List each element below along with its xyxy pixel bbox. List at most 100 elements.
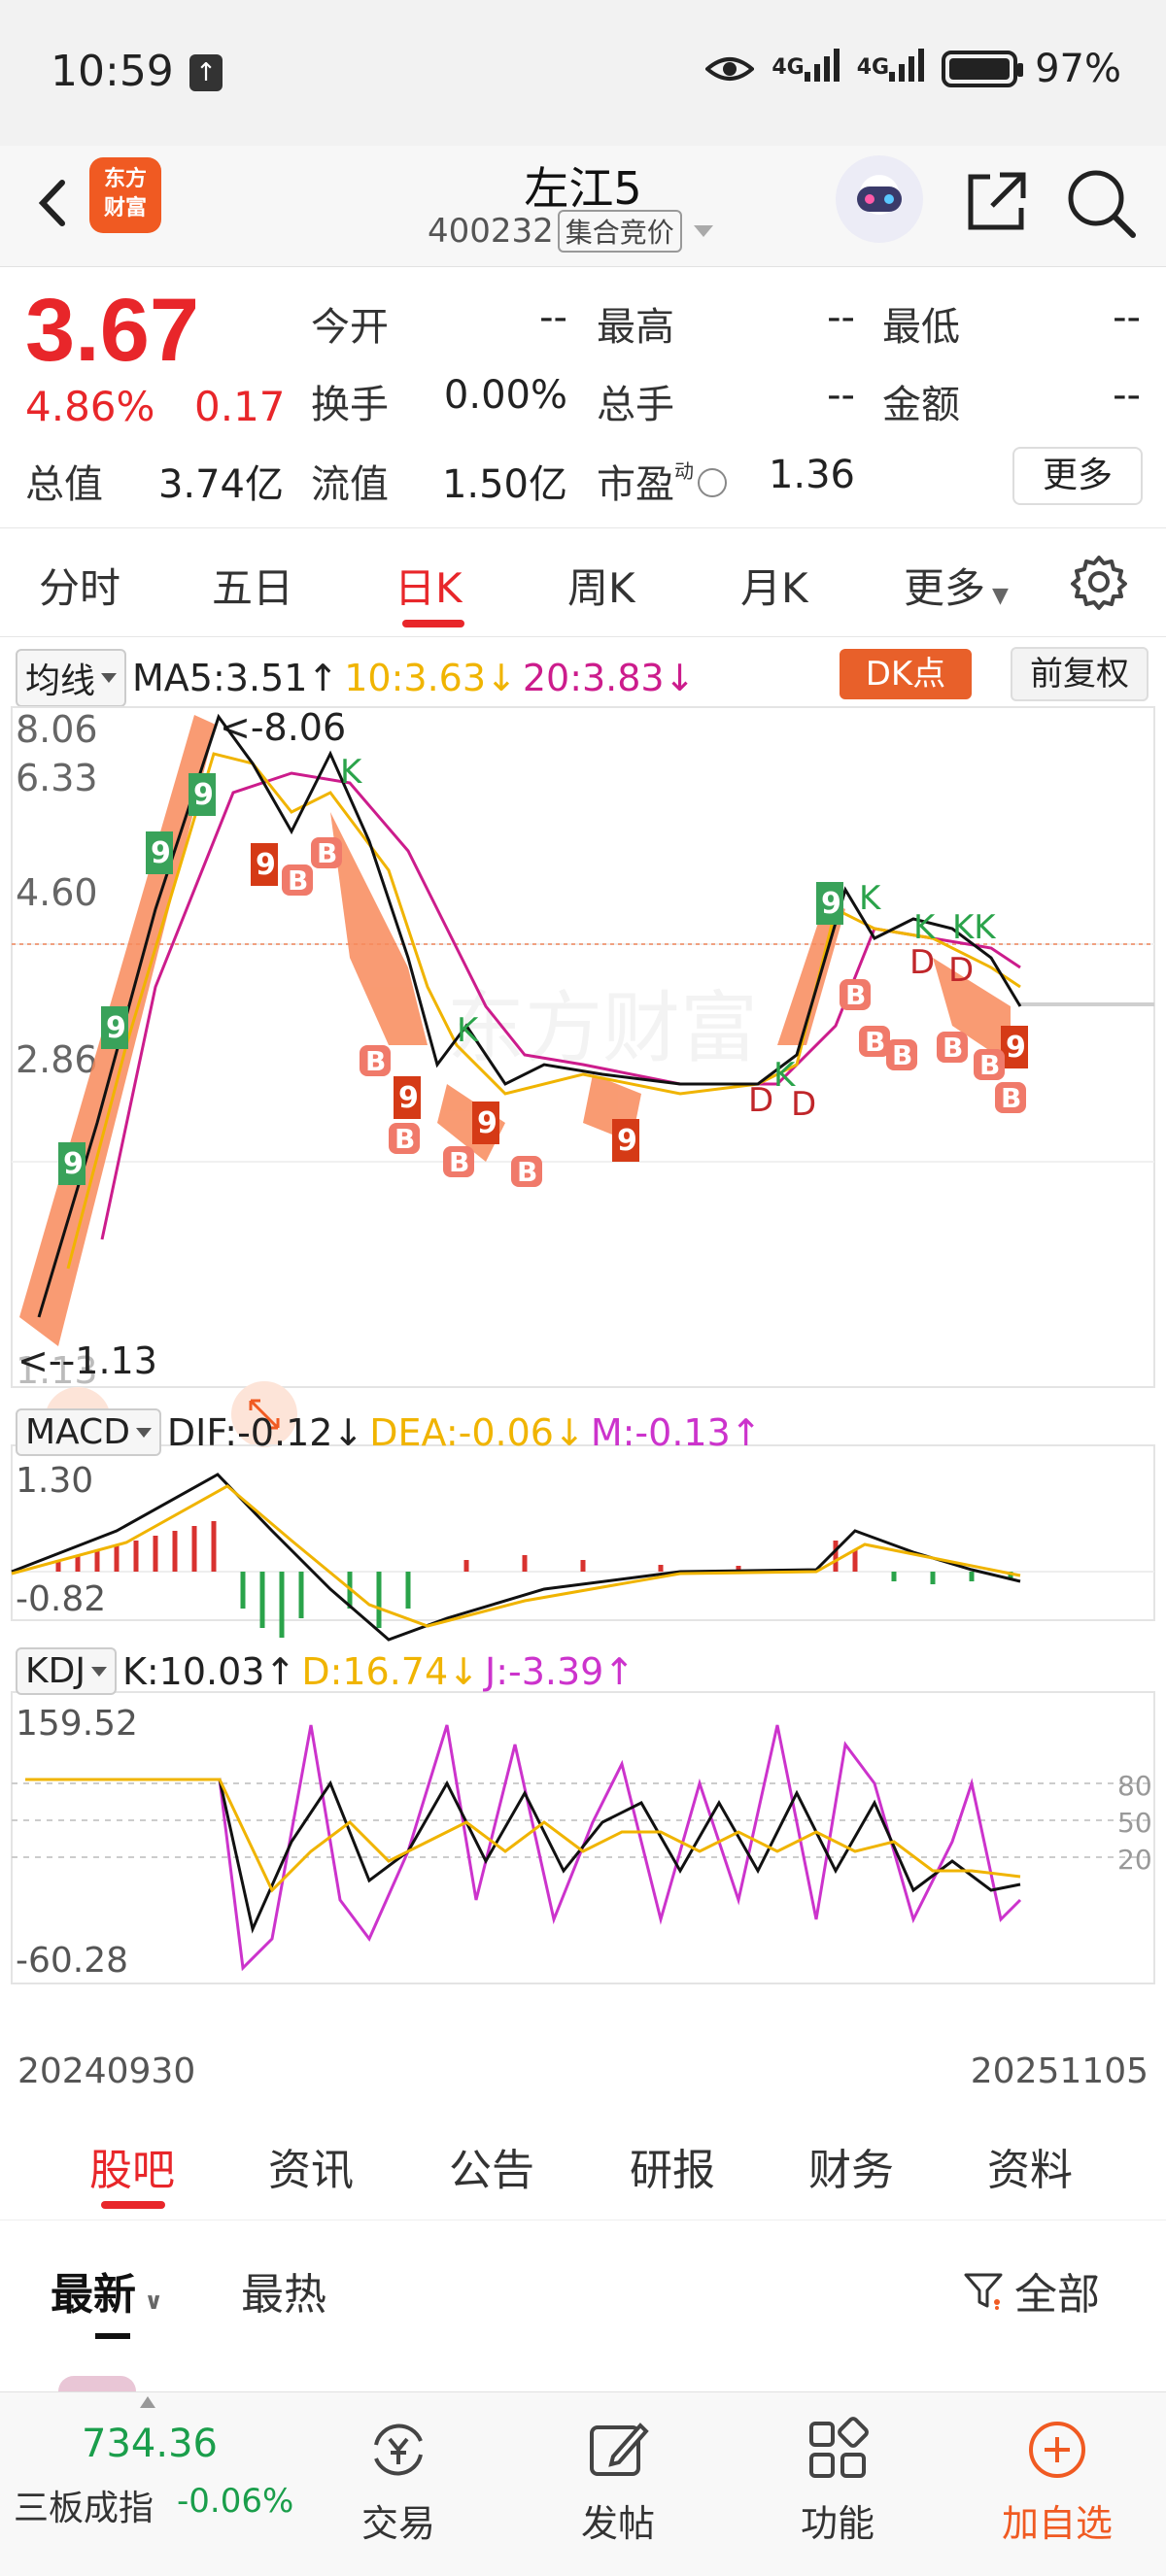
nav-functions-label: 功能 xyxy=(800,2502,874,2545)
filter-button[interactable]: 全部 xyxy=(962,2259,1100,2322)
active-tab-indicator xyxy=(402,620,464,627)
tab-finance[interactable]: 财务 xyxy=(808,2146,894,2195)
macd-y-bottom: -0.82 xyxy=(16,1579,106,1619)
tab-profile[interactable]: 资料 xyxy=(987,2146,1073,2195)
ma20-value: 20:3.83↓ xyxy=(522,657,696,699)
index-value[interactable]: 734.36 xyxy=(82,2422,218,2466)
tab-minute[interactable]: 分时 xyxy=(39,564,121,612)
y-label-1: 8.06 xyxy=(16,708,98,751)
upload-icon: ↑ xyxy=(189,54,223,91)
float-value: 1.50亿 xyxy=(441,462,567,507)
status-icons: 4G 4G 97% xyxy=(705,47,1121,91)
eye-icon xyxy=(705,57,755,81)
dk-point-button[interactable]: DK点 xyxy=(840,649,972,699)
battery-level: 97% xyxy=(1035,47,1121,91)
kdj-d-line xyxy=(25,1778,1021,1893)
stock-code-row[interactable]: 400232 集合竞价 xyxy=(428,210,713,253)
svg-text:B: B xyxy=(865,1026,885,1058)
mktcap-value: 3.74亿 xyxy=(157,462,284,507)
back-icon[interactable] xyxy=(23,169,91,237)
tab-guba[interactable]: 股吧 xyxy=(89,2146,175,2195)
svg-text:K: K xyxy=(859,879,882,918)
gear-icon[interactable] xyxy=(1069,552,1129,612)
sort-indicator xyxy=(95,2333,130,2339)
quote-panel: 3.67 4.86% 0.17 今开 -- 最高 -- 最低 -- 换手 0.0… xyxy=(0,268,1166,528)
kdj-y-bottom: -60.28 xyxy=(16,1941,128,1981)
chart-area[interactable]: 均线 MA5:3.51↑ 10:3.63↓ 20:3.83↓ DK点 前复权 东… xyxy=(0,637,1166,2104)
svg-text:D: D xyxy=(948,951,974,990)
tab-five-day[interactable]: 五日 xyxy=(212,564,294,612)
nav-post[interactable]: 发帖 xyxy=(550,2416,686,2547)
tab-announcements[interactable]: 公告 xyxy=(449,2146,534,2195)
search-icon[interactable] xyxy=(1059,161,1141,243)
nav-post-label: 发帖 xyxy=(580,2502,655,2545)
red-signal-tags: 9 9 9 9 9 xyxy=(251,843,1028,1162)
svg-text:D: D xyxy=(791,1085,816,1124)
main-chart-frame xyxy=(11,706,1155,1388)
adjust-button[interactable]: 前复权 xyxy=(1011,647,1149,701)
svg-text:B: B xyxy=(845,979,866,1011)
tab-more[interactable]: 更多 ▼ xyxy=(904,564,1009,612)
macd-y-top: 1.30 xyxy=(16,1461,93,1501)
edit-icon xyxy=(590,2423,649,2476)
sort-hot[interactable]: 最热 xyxy=(241,2270,326,2320)
content-tab-indicator xyxy=(101,2201,165,2209)
kdj-k-value: K:10.03↑ xyxy=(121,1649,296,1693)
svg-text:9: 9 xyxy=(106,1011,126,1045)
tab-daily-k[interactable]: 日K xyxy=(394,564,463,612)
high-label: 最高 xyxy=(597,305,674,350)
tab-research[interactable]: 研报 xyxy=(630,2146,715,2195)
kdj-j-line xyxy=(25,1724,1022,1972)
svg-text:9: 9 xyxy=(256,848,276,882)
auction-tag: 集合竞价 xyxy=(557,210,682,253)
ai-assistant-icon[interactable] xyxy=(836,155,923,243)
share-icon[interactable] xyxy=(957,163,1035,241)
macd-dif-line xyxy=(11,1473,1021,1642)
signal-icon-2: 4G xyxy=(857,47,925,91)
tab-monthly-k[interactable]: 月K xyxy=(740,564,808,612)
svg-text:9: 9 xyxy=(151,836,171,870)
macd-selector[interactable]: MACD xyxy=(16,1408,161,1456)
svg-text:9: 9 xyxy=(1006,1031,1026,1065)
svg-text:B: B xyxy=(317,837,337,869)
svg-text:9: 9 xyxy=(617,1124,637,1158)
info-icon xyxy=(698,468,727,497)
high-value: -- xyxy=(827,295,855,340)
tab-news[interactable]: 资讯 xyxy=(268,2146,354,2195)
nav-functions[interactable]: 功能 xyxy=(770,2416,906,2547)
stock-name: 左江5 xyxy=(524,162,642,215)
expand-icon xyxy=(231,1381,297,1447)
battery-icon xyxy=(942,51,1024,87)
macd-histogram xyxy=(55,1521,1013,1638)
index-change: -0.06% xyxy=(177,2482,294,2521)
more-button[interactable]: 更多 xyxy=(1012,447,1143,505)
svg-text:K: K xyxy=(457,1011,480,1050)
trade-icon xyxy=(374,2423,423,2476)
app-logo: 东方 财富 xyxy=(89,157,161,233)
nav-trade-label: 交易 xyxy=(360,2502,435,2545)
kdj-selector[interactable]: KDJ xyxy=(16,1647,117,1695)
y-label-5: 1.13 xyxy=(16,1349,98,1392)
nav-trade[interactable]: 交易 xyxy=(330,2416,466,2547)
max-price-marker: <-8.06 xyxy=(220,706,346,749)
sort-latest[interactable]: 最新 ∨ xyxy=(51,2270,163,2320)
svg-text:D: D xyxy=(748,1081,773,1120)
period-tabs: 分时 五日 日K 周K 月K 更多 ▼ xyxy=(0,530,1166,637)
turnover-value: 0.00% xyxy=(443,373,567,418)
tab-weekly-k[interactable]: 周K xyxy=(567,564,635,612)
avatar[interactable] xyxy=(58,2376,136,2391)
kdj-d-value: D:16.74↓ xyxy=(301,1649,480,1693)
svg-text:9: 9 xyxy=(63,1147,84,1181)
amount-value: -- xyxy=(1113,373,1141,418)
y-label-2: 6.33 xyxy=(16,757,98,799)
ma5-line xyxy=(37,713,1022,1318)
nav-add-watchlist[interactable]: 加自选 xyxy=(989,2416,1125,2547)
current-price: 3.67 xyxy=(25,281,200,380)
low-label: 最低 xyxy=(882,305,960,350)
open-value: -- xyxy=(539,295,567,340)
signal-icon-1: 4G xyxy=(772,47,840,91)
index-name[interactable]: 三板成指 xyxy=(14,2489,154,2528)
stock-header: 东方 财富 左江5 400232 集合竞价 xyxy=(0,146,1166,267)
filter-label: 全部 xyxy=(1014,2270,1100,2320)
bottom-nav: 734.36 三板成指 -0.06% 交易 发帖 功能 加自选 xyxy=(0,2391,1166,2576)
